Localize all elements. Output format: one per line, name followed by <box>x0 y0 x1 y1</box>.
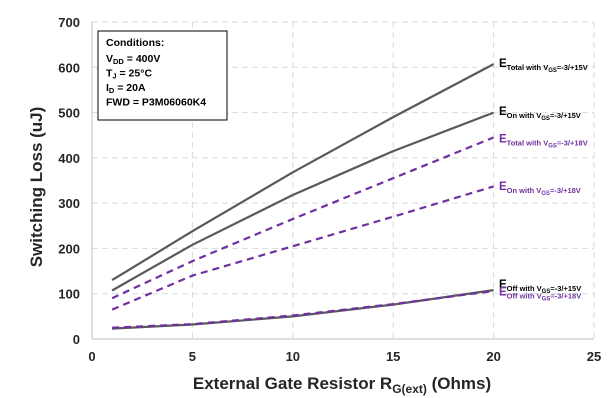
y-tick-label: 300 <box>58 196 80 211</box>
y-axis-title: Switching Loss (uJ) <box>27 107 46 268</box>
series-label: EOn with VGS=-3/+15V <box>499 106 581 122</box>
series-line <box>111 136 495 300</box>
conditions-title: Conditions: <box>106 37 164 49</box>
series-line <box>111 111 494 292</box>
conditions-lines: VDD = 400V TJ = 25°CID = 20A FWD = P3M0606… <box>106 53 206 109</box>
conditions-frame <box>97 30 228 121</box>
conditions-line: FWD = P3M06060K4 <box>106 97 206 109</box>
series-label: ETotal with VGS=-3/+15V <box>499 58 588 74</box>
gridlines <box>92 21 595 339</box>
x-tick-label: 20 <box>486 349 500 364</box>
y-tick-labels: 0 100 200 300 400 500 600 700 <box>58 15 80 347</box>
series-labels: ETotal with VGS=-3/+15V EOn with VGS=-3/+… <box>499 58 588 303</box>
series-label: ETotal with VGS=-3/+18V <box>499 133 588 149</box>
x-tick-label: 15 <box>386 349 400 364</box>
plot-frame <box>91 22 594 340</box>
x-tick-label: 0 <box>88 349 95 364</box>
y-tick-label: 0 <box>73 332 80 347</box>
y-tick-label: 700 <box>58 15 80 30</box>
series-lines <box>111 63 495 330</box>
y-tick-label: 400 <box>58 151 80 166</box>
x-tick-label: 25 <box>587 349 601 364</box>
x-tick-labels: 0 5 10 15 20 25 <box>88 349 601 364</box>
conditions-box: Conditions: VDD = 400V TJ = 25°CID = 20A F… <box>97 30 228 121</box>
conditions-line: TJ = 25°C <box>106 68 152 81</box>
y-tick-label: 600 <box>58 60 80 75</box>
series-label: EOn with VGS=-3/+18V <box>499 181 581 197</box>
y-tick-label: 500 <box>58 106 80 121</box>
x-tick-label: 10 <box>286 349 300 364</box>
conditions-line: VDD = 400V <box>106 53 160 66</box>
x-tick-label: 5 <box>189 349 196 364</box>
series-line <box>112 289 494 329</box>
y-tick-label: 200 <box>58 241 80 256</box>
conditions-line: ID = 20A <box>106 82 146 95</box>
series-line <box>111 63 495 282</box>
series-label: EOff with VGS=-3/+15V <box>499 279 581 295</box>
x-axis-title: External Gate Resistor RG(ext) (Ohms) <box>193 374 491 396</box>
series-label: EOff with VGS=-3/+18V <box>499 287 581 303</box>
y-tick-label: 100 <box>58 287 80 302</box>
